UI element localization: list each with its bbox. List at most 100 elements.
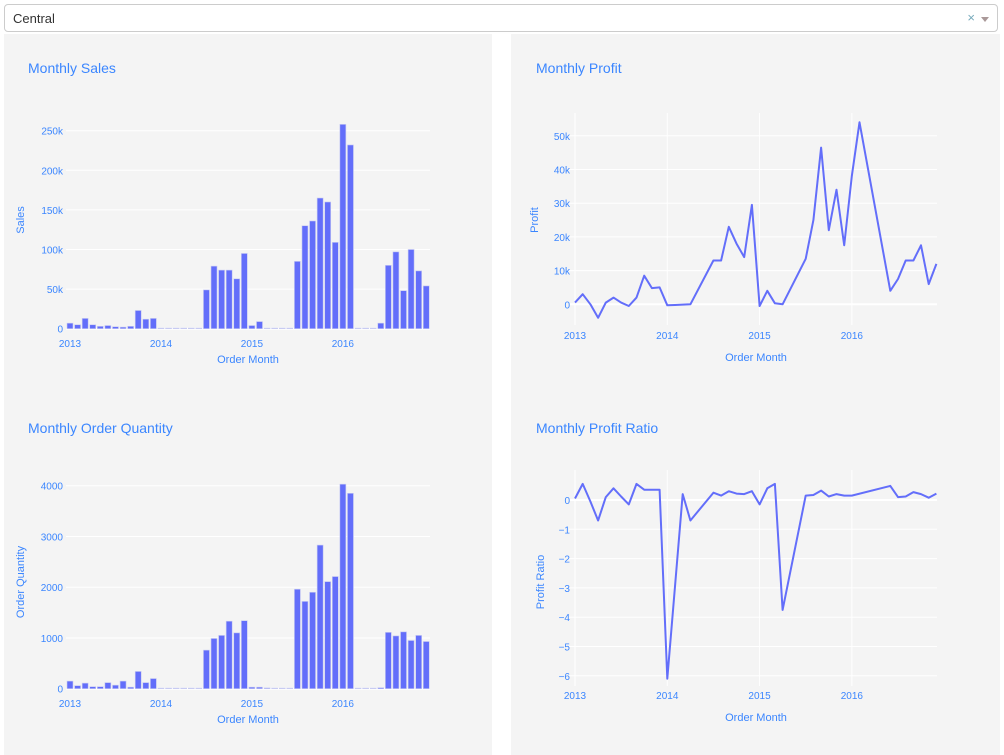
bar xyxy=(104,325,112,330)
bar xyxy=(347,493,354,689)
x-tick-label: 2014 xyxy=(656,691,679,702)
region-dropdown-value: Central xyxy=(13,11,55,26)
y-tick-label: 100k xyxy=(41,246,64,257)
y-tick-label: 20k xyxy=(554,233,571,244)
y-tick-label: 0 xyxy=(564,300,570,311)
x-tick-label: 2016 xyxy=(332,339,355,350)
x-tick-label: 2015 xyxy=(748,331,771,342)
bar xyxy=(187,687,195,689)
bar xyxy=(415,635,422,689)
bar xyxy=(210,265,218,329)
bar xyxy=(150,318,157,329)
bar xyxy=(354,327,362,330)
y-tick-label: 150k xyxy=(41,206,64,217)
bar xyxy=(385,632,392,689)
y-tick-label: 0 xyxy=(564,496,570,507)
x-axis-title: Order Month xyxy=(725,352,787,364)
bar xyxy=(119,680,127,690)
bar xyxy=(369,327,377,330)
ratio-line xyxy=(574,482,937,680)
bar xyxy=(127,326,134,330)
bar xyxy=(263,687,271,689)
x-tick-label: 2016 xyxy=(841,691,864,702)
bar xyxy=(172,327,180,330)
bar xyxy=(339,124,347,329)
x-tick-label: 2015 xyxy=(241,339,264,350)
bar xyxy=(392,251,400,330)
bar xyxy=(104,682,112,689)
bar xyxy=(331,242,339,329)
bar xyxy=(286,687,294,689)
x-tick-label: 2014 xyxy=(656,331,679,342)
bar xyxy=(74,324,81,329)
x-tick-label: 2013 xyxy=(59,699,82,710)
bar xyxy=(172,687,180,689)
region-dropdown[interactable]: Central × xyxy=(4,4,998,32)
bar xyxy=(203,289,210,329)
bar xyxy=(278,687,286,689)
bar xyxy=(112,326,119,330)
bar xyxy=(301,225,309,330)
bar xyxy=(127,686,134,689)
quantity-chart-title: Monthly Order Quantity xyxy=(28,420,173,436)
bar xyxy=(97,326,104,330)
bar xyxy=(286,327,294,330)
bar xyxy=(324,581,332,689)
y-tick-label: −5 xyxy=(559,643,571,654)
clear-icon[interactable]: × xyxy=(967,10,975,25)
x-tick-label: 2016 xyxy=(332,699,355,710)
sales-chart-title: Monthly Sales xyxy=(28,60,116,76)
bar xyxy=(134,310,142,330)
y-tick-label: 2000 xyxy=(41,583,64,594)
bar xyxy=(294,261,301,330)
bar xyxy=(309,591,316,690)
y-tick-label: 10k xyxy=(554,267,571,278)
bar xyxy=(271,327,278,330)
x-tick-label: 2013 xyxy=(59,339,82,350)
y-tick-label: −1 xyxy=(559,525,571,536)
x-tick-label: 2016 xyxy=(841,331,864,342)
bar xyxy=(301,601,309,689)
bar xyxy=(415,270,422,330)
y-tick-label: 0 xyxy=(57,685,63,696)
bar xyxy=(241,620,248,690)
bar xyxy=(66,680,74,690)
profit-chart-title: Monthly Profit xyxy=(536,60,622,76)
bar xyxy=(112,684,119,690)
bar xyxy=(256,321,263,329)
bar xyxy=(271,687,278,689)
bar xyxy=(187,327,195,330)
bar xyxy=(263,327,271,330)
bar xyxy=(150,678,157,689)
y-tick-label: 50k xyxy=(554,132,571,143)
bar xyxy=(377,687,385,689)
bar xyxy=(225,620,233,690)
y-tick-label: 0 xyxy=(57,325,63,336)
x-tick-label: 2015 xyxy=(241,699,264,710)
y-axis-title: Sales xyxy=(15,206,27,234)
bar xyxy=(407,640,415,689)
bar xyxy=(142,318,150,330)
bar xyxy=(81,682,89,689)
x-tick-label: 2014 xyxy=(150,339,173,350)
y-tick-label: 250k xyxy=(41,127,64,138)
bar xyxy=(225,269,233,330)
y-tick-label: 3000 xyxy=(41,532,64,543)
y-tick-label: 1000 xyxy=(41,634,64,645)
bar xyxy=(81,318,89,329)
y-tick-label: −2 xyxy=(559,555,571,566)
y-tick-label: −4 xyxy=(559,613,571,624)
bar xyxy=(233,632,241,690)
caret-down-icon[interactable] xyxy=(981,17,989,22)
bar xyxy=(377,322,385,330)
y-tick-label: −6 xyxy=(559,672,571,683)
y-axis-title: Order Quantity xyxy=(15,545,27,618)
x-axis-title: Order Month xyxy=(217,714,279,726)
bar xyxy=(354,687,362,689)
bar xyxy=(218,635,225,689)
bar xyxy=(165,687,172,689)
bar xyxy=(210,638,218,690)
bar xyxy=(256,686,263,689)
x-tick-label: 2013 xyxy=(564,331,587,342)
